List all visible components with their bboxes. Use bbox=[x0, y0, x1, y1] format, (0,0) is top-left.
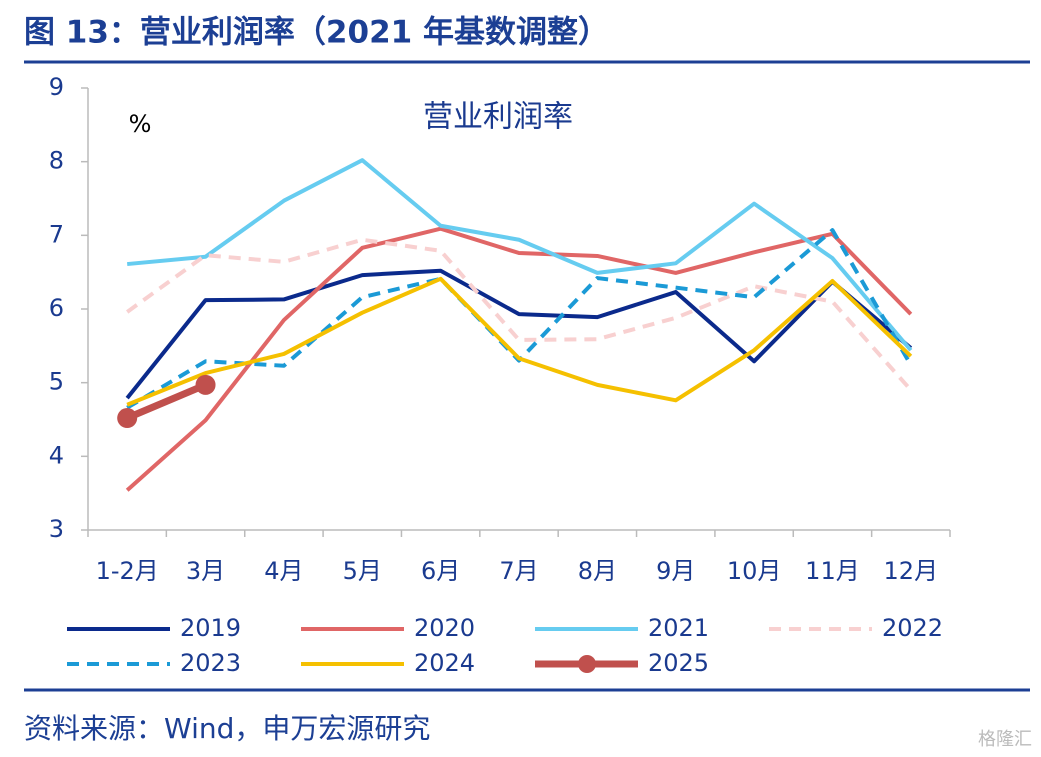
x-tick-label: 1-2月 bbox=[96, 557, 159, 585]
series-line bbox=[126, 276, 913, 407]
series-line bbox=[126, 237, 913, 392]
y-tick-label: 7 bbox=[49, 220, 64, 248]
x-tick-label: 3月 bbox=[186, 557, 225, 585]
legend-label: 2024 bbox=[414, 649, 475, 677]
page-title: 图 13：营业利润率（2021 年基数调整） bbox=[24, 15, 609, 51]
legend-label: 2020 bbox=[414, 614, 475, 642]
series-line bbox=[125, 226, 913, 492]
x-tick-label: 9月 bbox=[656, 557, 695, 585]
source: 资料来源：Wind，申万宏源研究 bbox=[24, 712, 430, 745]
x-tick-label: 10月 bbox=[727, 557, 782, 585]
legend-marker bbox=[578, 655, 596, 673]
y-tick-label: 3 bbox=[49, 515, 64, 543]
x-tick-label: 7月 bbox=[499, 557, 538, 585]
x-tick-label: 12月 bbox=[884, 557, 939, 585]
chart-title: 营业利润率 bbox=[423, 100, 573, 135]
y-tick-label: 8 bbox=[49, 147, 64, 175]
x-tick-label: 4月 bbox=[264, 557, 303, 585]
watermark: 格隆汇 bbox=[978, 729, 1032, 750]
legend-label: 2019 bbox=[180, 614, 241, 642]
series-marker bbox=[195, 374, 216, 395]
legend-label: 2022 bbox=[882, 614, 943, 642]
series-line bbox=[126, 228, 913, 410]
x-tick-label: 6月 bbox=[421, 557, 460, 585]
y-tick-label: 6 bbox=[49, 294, 64, 322]
y-unit: % bbox=[129, 110, 152, 138]
x-tick-label: 11月 bbox=[805, 557, 860, 585]
y-tick-label: 5 bbox=[49, 368, 64, 396]
series-line bbox=[125, 268, 913, 400]
series-line bbox=[126, 158, 913, 352]
x-tick-label: 5月 bbox=[343, 557, 382, 585]
series-marker bbox=[117, 408, 138, 429]
legend-label: 2025 bbox=[648, 649, 709, 677]
series-line bbox=[125, 381, 207, 422]
y-tick-label: 9 bbox=[49, 73, 64, 101]
legend-label: 2023 bbox=[180, 649, 241, 677]
x-tick-label: 8月 bbox=[578, 557, 617, 585]
legend-label: 2021 bbox=[648, 614, 709, 642]
y-tick-label: 4 bbox=[49, 441, 64, 469]
